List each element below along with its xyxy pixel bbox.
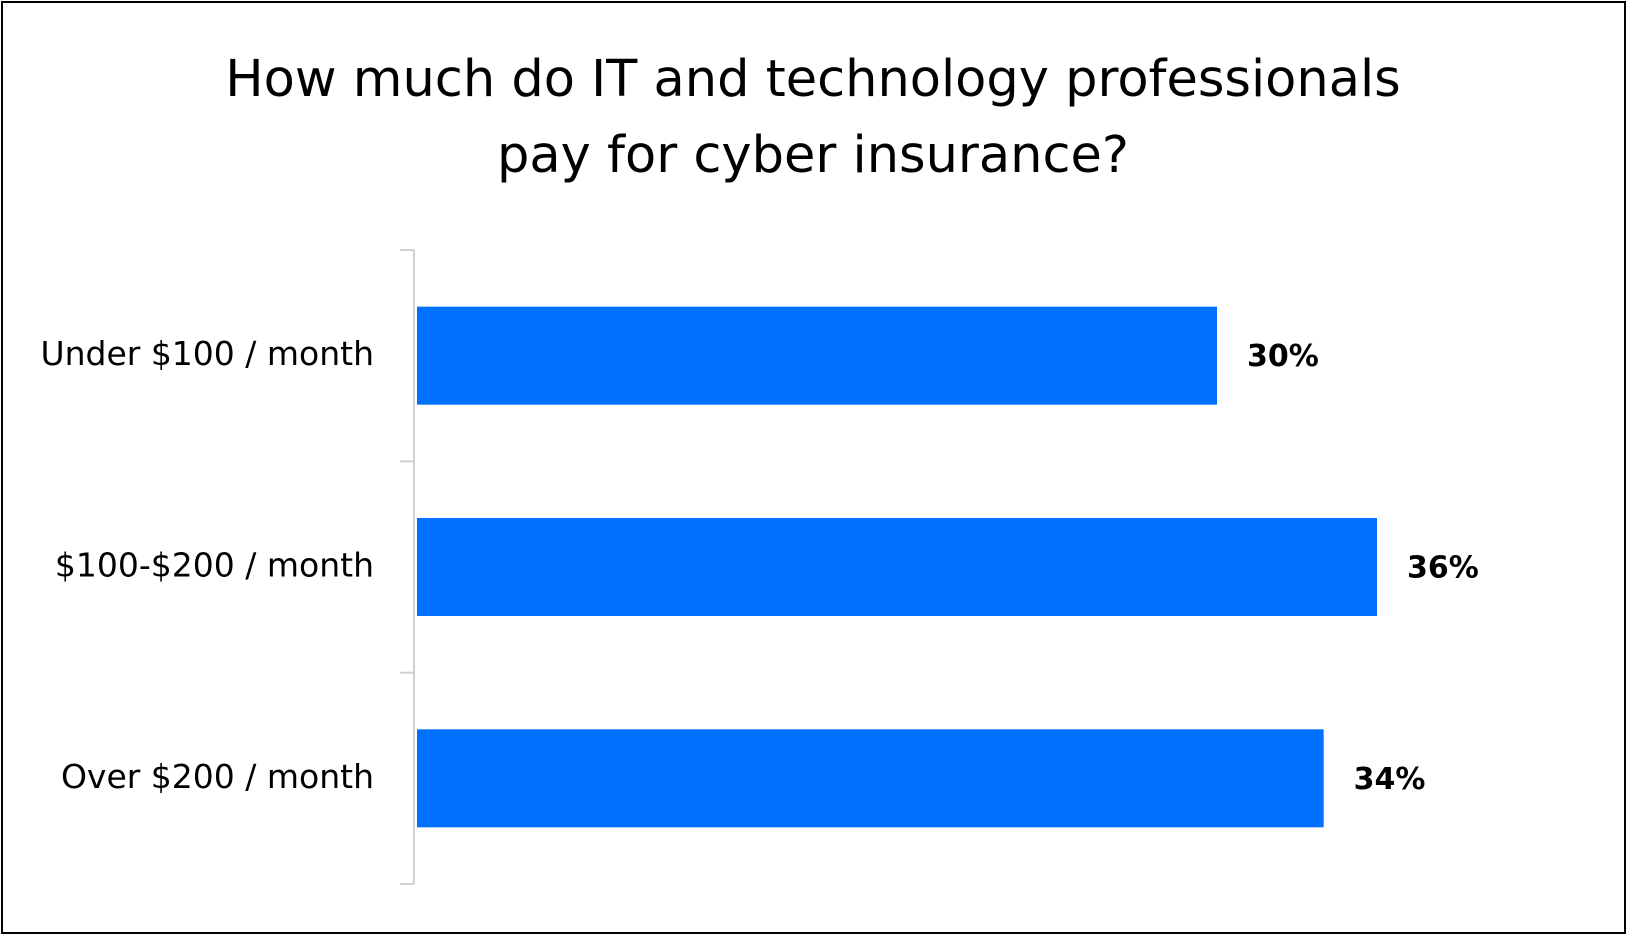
category-label-1: Under $100 / month — [40, 334, 374, 373]
plot-area: Under $100 / month 30% $100-$200 / month 36… — [40, 249, 1479, 885]
category-label-3: Over $200 / month — [61, 757, 374, 796]
bar-3 — [417, 729, 1324, 828]
value-label-2: 36% — [1407, 551, 1479, 586]
value-label-1: 30% — [1247, 339, 1319, 374]
chart-title-line-2: pay for cyber insurance? — [497, 126, 1129, 185]
category-label-2: $100-$200 / month — [55, 546, 374, 585]
bar-2 — [417, 518, 1377, 616]
value-label-3: 34% — [1354, 762, 1426, 797]
bar-1 — [417, 306, 1217, 405]
chart-title-line-1: How much do IT and technology profession… — [225, 50, 1400, 109]
